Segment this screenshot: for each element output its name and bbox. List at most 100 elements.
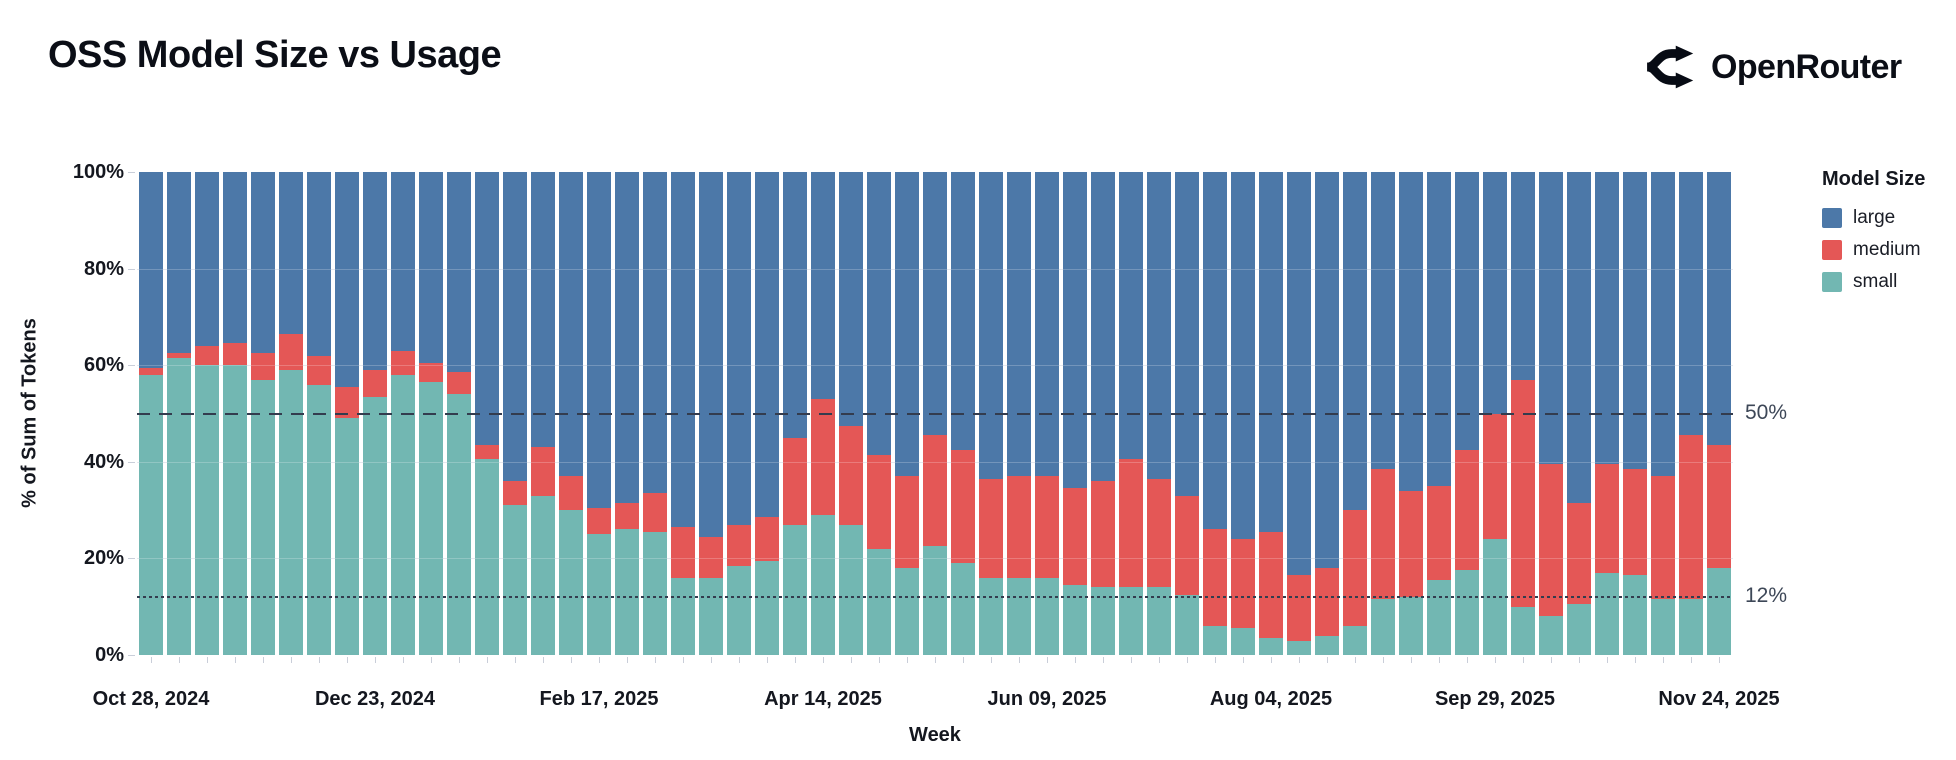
segment-small	[1174, 594, 1200, 655]
stacked-bar	[1594, 172, 1620, 655]
x-tick-label: Feb 17, 2025	[539, 688, 659, 710]
bar-week-34[interactable]	[1089, 172, 1117, 655]
legend-item-small[interactable]: small	[1822, 271, 1925, 293]
bar-week-0[interactable]	[137, 172, 165, 655]
bar-week-28[interactable]	[921, 172, 949, 655]
segment-medium	[1202, 529, 1228, 626]
segment-small	[1538, 616, 1564, 655]
bar-week-16[interactable]	[585, 172, 613, 655]
bar-week-27[interactable]	[893, 172, 921, 655]
bar-week-6[interactable]	[305, 172, 333, 655]
segment-small	[586, 534, 612, 655]
stacked-bar	[1314, 172, 1340, 655]
x-tick-mark	[1327, 657, 1328, 663]
x-tick-mark	[823, 657, 824, 663]
legend-swatch-large	[1822, 208, 1842, 228]
bar-week-47[interactable]	[1453, 172, 1481, 655]
segment-large	[1678, 172, 1704, 436]
x-tick-mark	[963, 657, 964, 663]
bar-week-9[interactable]	[389, 172, 417, 655]
bar-week-14[interactable]	[529, 172, 557, 655]
y-tick-mark	[128, 655, 135, 656]
y-tick-mark	[128, 461, 135, 463]
bar-week-52[interactable]	[1593, 172, 1621, 655]
reference-line-12	[137, 596, 1733, 599]
bar-week-19[interactable]	[669, 172, 697, 655]
bar-week-42[interactable]	[1313, 172, 1341, 655]
bar-week-26[interactable]	[865, 172, 893, 655]
bar-week-4[interactable]	[249, 172, 277, 655]
bar-week-22[interactable]	[753, 172, 781, 655]
bar-week-46[interactable]	[1425, 172, 1453, 655]
bar-week-31[interactable]	[1005, 172, 1033, 655]
bar-week-56[interactable]	[1705, 172, 1733, 655]
bar-week-45[interactable]	[1397, 172, 1425, 655]
segment-large	[166, 172, 192, 354]
stacked-bar	[530, 172, 556, 655]
bar-week-43[interactable]	[1341, 172, 1369, 655]
segment-medium	[558, 476, 584, 511]
openrouter-brand: OpenRouter	[1645, 44, 1902, 90]
x-tick-mark	[1187, 657, 1188, 663]
bar-week-49[interactable]	[1509, 172, 1537, 655]
bar-week-15[interactable]	[557, 172, 585, 655]
legend-item-medium[interactable]: medium	[1822, 239, 1925, 261]
segment-small	[390, 374, 416, 655]
segment-medium	[474, 444, 500, 460]
segment-medium	[754, 517, 780, 561]
stacked-bar	[1286, 172, 1312, 655]
bar-week-25[interactable]	[837, 172, 865, 655]
legend-item-large[interactable]: large	[1822, 207, 1925, 229]
bar-week-8[interactable]	[361, 172, 389, 655]
bar-week-38[interactable]	[1201, 172, 1229, 655]
bar-week-54[interactable]	[1649, 172, 1677, 655]
bar-week-41[interactable]	[1285, 172, 1313, 655]
bar-week-17[interactable]	[613, 172, 641, 655]
x-tick-mark	[1607, 657, 1608, 663]
segment-small	[754, 560, 780, 655]
y-tick-label: 0%	[95, 644, 124, 666]
bar-week-55[interactable]	[1677, 172, 1705, 655]
bar-week-44[interactable]	[1369, 172, 1397, 655]
gridline-overlay	[137, 268, 1733, 270]
gridline-overlay	[137, 558, 1733, 560]
segment-small	[838, 524, 864, 655]
segment-medium	[1090, 481, 1116, 588]
bar-week-36[interactable]	[1145, 172, 1173, 655]
bar-week-18[interactable]	[641, 172, 669, 655]
bar-week-32[interactable]	[1033, 172, 1061, 655]
segment-medium	[502, 481, 528, 506]
segment-small	[614, 529, 640, 655]
bar-week-24[interactable]	[809, 172, 837, 655]
x-tick-mark	[403, 657, 404, 663]
bar-week-10[interactable]	[417, 172, 445, 655]
bar-week-5[interactable]	[277, 172, 305, 655]
bar-week-35[interactable]	[1117, 172, 1145, 655]
bar-week-53[interactable]	[1621, 172, 1649, 655]
segment-small	[1678, 599, 1704, 655]
segment-small	[1706, 568, 1732, 655]
bar-week-29[interactable]	[949, 172, 977, 655]
bar-week-1[interactable]	[165, 172, 193, 655]
bar-week-51[interactable]	[1565, 172, 1593, 655]
segment-small	[782, 524, 808, 655]
bar-week-23[interactable]	[781, 172, 809, 655]
bar-week-33[interactable]	[1061, 172, 1089, 655]
segment-large	[362, 172, 388, 371]
bar-week-13[interactable]	[501, 172, 529, 655]
segment-medium	[810, 399, 836, 515]
x-tick-mark	[1495, 657, 1496, 663]
bar-week-30[interactable]	[977, 172, 1005, 655]
bar-week-40[interactable]	[1257, 172, 1285, 655]
bar-week-12[interactable]	[473, 172, 501, 655]
x-axis-title: Week	[909, 724, 961, 746]
bar-week-20[interactable]	[697, 172, 725, 655]
bar-week-21[interactable]	[725, 172, 753, 655]
segment-small	[1146, 587, 1172, 655]
stacked-bar	[866, 172, 892, 655]
bar-week-11[interactable]	[445, 172, 473, 655]
bar-week-50[interactable]	[1537, 172, 1565, 655]
bar-week-39[interactable]	[1229, 172, 1257, 655]
bar-week-37[interactable]	[1173, 172, 1201, 655]
segment-large	[502, 172, 528, 482]
